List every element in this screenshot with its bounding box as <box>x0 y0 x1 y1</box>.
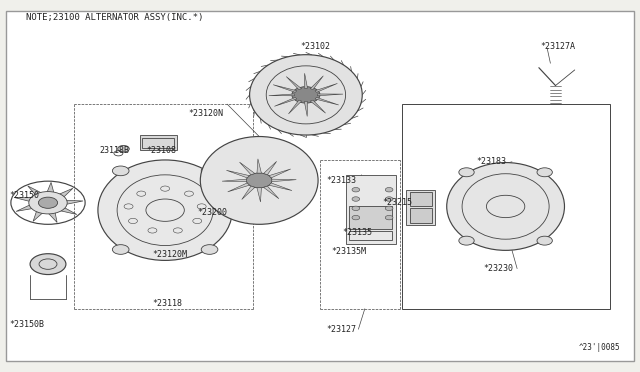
Bar <box>349 231 392 240</box>
Polygon shape <box>28 186 45 197</box>
Polygon shape <box>269 94 294 96</box>
Circle shape <box>385 206 393 211</box>
Text: *23118: *23118 <box>152 299 182 308</box>
Polygon shape <box>315 97 339 105</box>
Text: *23200: *23200 <box>197 208 227 217</box>
Polygon shape <box>16 203 37 211</box>
Ellipse shape <box>447 163 564 250</box>
Text: ^23'|0085: ^23'|0085 <box>579 343 621 352</box>
Circle shape <box>352 215 360 220</box>
Circle shape <box>246 173 272 188</box>
Polygon shape <box>61 200 83 205</box>
Text: *23108: *23108 <box>146 146 176 155</box>
Polygon shape <box>239 162 255 175</box>
Ellipse shape <box>98 160 232 260</box>
Text: 23118B: 23118B <box>99 146 129 155</box>
Text: *23135: *23135 <box>342 228 372 237</box>
Circle shape <box>385 197 393 201</box>
Circle shape <box>352 206 360 211</box>
Polygon shape <box>272 179 296 182</box>
Polygon shape <box>33 208 45 221</box>
Circle shape <box>113 166 129 176</box>
Polygon shape <box>222 179 246 182</box>
Bar <box>410 192 432 206</box>
Polygon shape <box>304 102 308 116</box>
Polygon shape <box>228 183 250 192</box>
Polygon shape <box>242 186 255 199</box>
Circle shape <box>29 192 67 214</box>
Text: *23120M: *23120M <box>152 250 188 259</box>
Circle shape <box>537 236 552 245</box>
Polygon shape <box>317 94 343 96</box>
Text: *23120N: *23120N <box>189 109 224 118</box>
Circle shape <box>352 187 360 192</box>
Circle shape <box>201 166 218 176</box>
Polygon shape <box>264 161 276 175</box>
Text: *23127A: *23127A <box>541 42 576 51</box>
Bar <box>410 208 432 223</box>
Polygon shape <box>304 73 308 88</box>
Text: *23133: *23133 <box>326 176 356 185</box>
Bar <box>140 135 177 150</box>
Bar <box>406 190 435 225</box>
Circle shape <box>352 197 360 201</box>
Polygon shape <box>315 83 337 92</box>
Bar <box>142 138 174 148</box>
Circle shape <box>537 168 552 177</box>
Circle shape <box>459 168 474 177</box>
Polygon shape <box>275 97 297 106</box>
Bar <box>402 104 610 309</box>
Polygon shape <box>264 186 279 199</box>
Text: *23127: *23127 <box>326 325 356 334</box>
Circle shape <box>385 215 393 220</box>
Ellipse shape <box>200 137 318 224</box>
Polygon shape <box>46 210 57 222</box>
Text: NOTE;23100 ALTERNATOR ASSY(INC.*): NOTE;23100 ALTERNATOR ASSY(INC.*) <box>26 13 203 22</box>
Circle shape <box>201 245 218 254</box>
Polygon shape <box>56 206 77 215</box>
Circle shape <box>292 87 320 103</box>
Polygon shape <box>273 85 297 92</box>
Polygon shape <box>269 169 291 178</box>
Polygon shape <box>257 188 261 202</box>
Polygon shape <box>14 198 37 202</box>
Text: *23102: *23102 <box>301 42 331 51</box>
Circle shape <box>38 197 58 208</box>
Text: *23183: *23183 <box>477 157 507 166</box>
Polygon shape <box>310 76 323 90</box>
Polygon shape <box>286 77 301 90</box>
Polygon shape <box>257 159 261 173</box>
Circle shape <box>30 254 66 275</box>
Polygon shape <box>227 170 250 178</box>
Text: *23150: *23150 <box>9 191 39 200</box>
Text: *23150B: *23150B <box>9 320 44 329</box>
Polygon shape <box>310 100 326 113</box>
Circle shape <box>385 187 393 192</box>
Bar <box>349 206 392 229</box>
Text: *23135M: *23135M <box>332 247 367 256</box>
Polygon shape <box>56 188 73 200</box>
Circle shape <box>118 145 129 152</box>
Text: *23230: *23230 <box>483 264 513 273</box>
Polygon shape <box>269 183 292 190</box>
Text: *23215: *23215 <box>383 198 413 207</box>
Circle shape <box>113 245 129 254</box>
Ellipse shape <box>250 55 362 135</box>
Bar <box>346 175 396 244</box>
Polygon shape <box>289 100 301 114</box>
Polygon shape <box>46 182 54 196</box>
Circle shape <box>459 236 474 245</box>
